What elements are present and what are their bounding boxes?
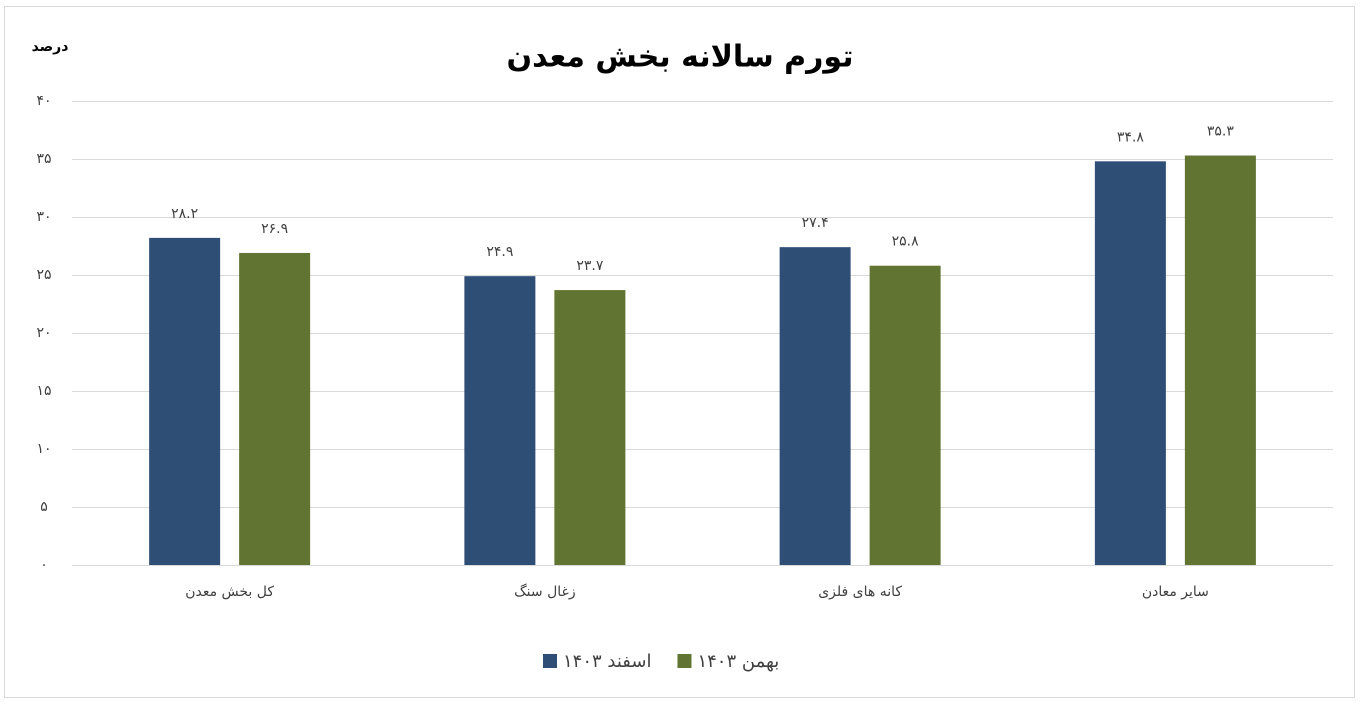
value-label: ۲۸.۲ — [171, 206, 198, 222]
bar — [1094, 161, 1166, 565]
y-tick-label: ۳۵ — [36, 151, 51, 167]
y-tick-label: ۱۰ — [36, 441, 51, 457]
bar — [554, 290, 626, 565]
value-label: ۳۵.۳ — [1207, 124, 1234, 140]
bar — [149, 237, 221, 565]
x-tick-label: سایر معادن — [1142, 584, 1209, 600]
y-tick-label: ۰ — [40, 557, 48, 573]
x-tick-label: زغال سنگ — [514, 583, 575, 600]
bar — [779, 247, 851, 565]
y-tick-label: ۵ — [40, 499, 48, 515]
value-label: ۲۳.۷ — [576, 258, 603, 274]
value-label: ۲۵.۸ — [892, 234, 919, 250]
chart-title: تورم سالانه بخش معدن — [507, 40, 854, 75]
legend-swatch — [677, 654, 692, 668]
value-label: ۲۴.۹ — [486, 244, 513, 260]
y-tick-label: ۲۵ — [36, 267, 51, 283]
bar — [869, 265, 941, 565]
y-tick-label: ۳۰ — [36, 209, 51, 225]
x-tick-label: کل بخش معدن — [185, 584, 274, 600]
bar — [1184, 155, 1256, 565]
value-label: ۲۶.۹ — [261, 221, 288, 237]
y-tick-label: ۲۰ — [36, 325, 51, 341]
bar — [464, 276, 536, 565]
value-label: ۳۴.۸ — [1117, 129, 1144, 145]
y-axis-label: درصد — [32, 39, 69, 55]
bar — [239, 252, 311, 565]
y-tick-label: ۱۵ — [36, 383, 51, 399]
legend-swatch — [543, 654, 557, 668]
legend-label: بهمن ۱۴۰۳ — [697, 651, 779, 672]
y-tick-label: ۴۰ — [36, 93, 51, 109]
value-label: ۲۷.۴ — [802, 215, 829, 231]
x-tick-label: کانه های فلزی — [818, 584, 902, 600]
legend-label: اسفند ۱۴۰۳ — [563, 651, 651, 672]
